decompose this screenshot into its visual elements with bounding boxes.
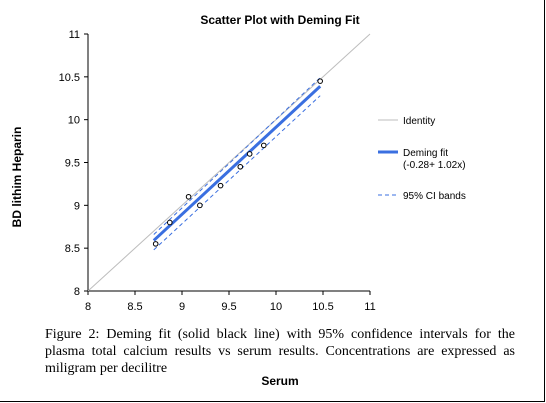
x-axis-ticks: 8 8.5 9 9.5 10 10.5 11	[85, 291, 376, 313]
data-point	[246, 151, 253, 157]
data-point	[197, 202, 203, 209]
legend-label: Identity	[403, 116, 435, 127]
plot-area	[87, 33, 371, 292]
y-tick-label: 9	[74, 200, 80, 212]
data-point	[317, 78, 323, 84]
y-tick-label: 8	[74, 286, 80, 298]
deming-fit-line	[152, 85, 322, 242]
x-tick-label: 9.5	[221, 301, 236, 313]
legend: Identity Deming fit(-0.28+ 1.02x) 95% CI b…	[378, 116, 466, 202]
legend-note: (-0.28+ 1.02x)	[403, 160, 466, 171]
data-point	[237, 163, 244, 170]
y-axis-ticks: 8 8.5 9 9.5 10 10.5 11	[59, 29, 88, 298]
y-tick-label: 10	[68, 115, 80, 127]
y-tick-label: 11	[69, 29, 80, 41]
data-point	[166, 219, 173, 226]
identity-line	[87, 33, 371, 292]
chart-title: Scatter Plot with Deming Fit	[200, 13, 359, 27]
legend-label: Deming fit	[403, 148, 448, 159]
x-tick-label: 10.5	[312, 301, 333, 313]
x-tick-label: 10	[270, 301, 282, 313]
y-tick-label: 10.5	[59, 72, 80, 84]
x-tick-label: 11	[364, 301, 375, 313]
legend-label: 95% CI bands	[403, 191, 466, 202]
data-point	[152, 241, 159, 247]
ci-band-upper	[153, 77, 321, 235]
x-tick-label: 8	[85, 301, 91, 313]
data-point	[217, 182, 224, 189]
ci-band-lower	[153, 95, 321, 251]
data-point	[260, 142, 267, 149]
figure-caption: Figure 2: Deming fit (solid black line) …	[45, 327, 515, 376]
x-tick-label: 8.5	[127, 301, 142, 313]
x-tick-label: 9	[179, 301, 185, 313]
y-tick-label: 8.5	[65, 243, 80, 255]
data-point	[185, 193, 192, 200]
y-axis-label: BD lithim Heparin	[10, 127, 24, 228]
y-tick-label: 9.5	[65, 158, 80, 170]
